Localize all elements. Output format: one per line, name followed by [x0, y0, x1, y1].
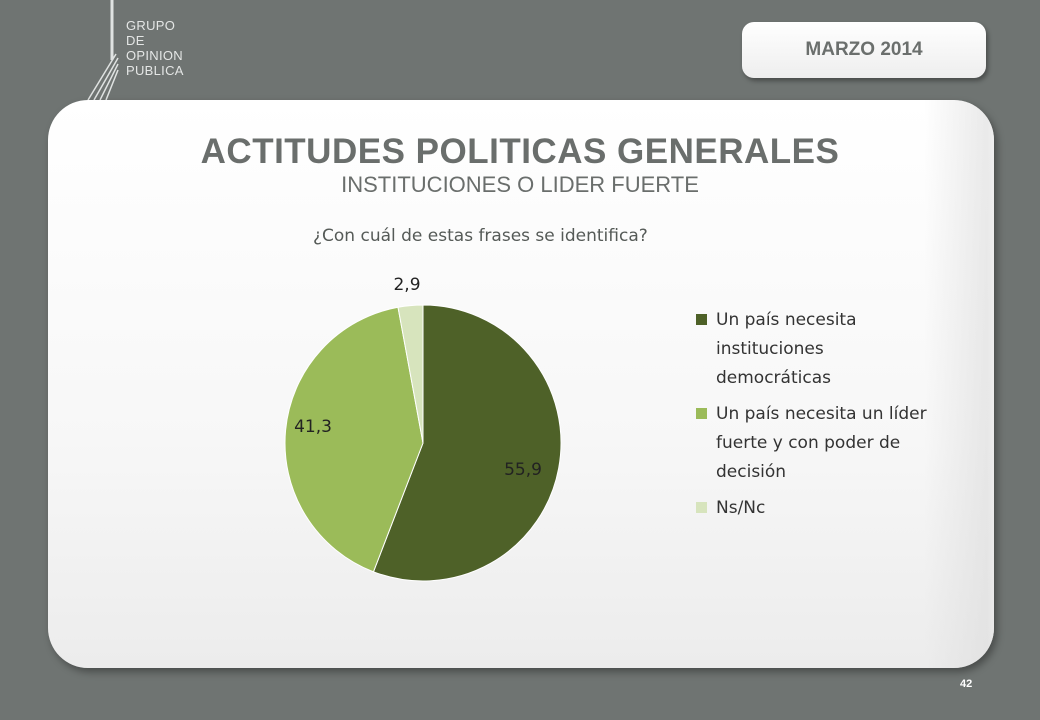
survey-question: ¿Con cuál de estas frases se identifica? — [313, 226, 648, 246]
data-label: 41,3 — [294, 417, 332, 437]
data-label: 55,9 — [504, 460, 542, 480]
pie-slice — [397, 304, 424, 444]
logo: GRUPO DE OPINION PUBLICA — [84, 0, 224, 110]
logo-text: GRUPO DE OPINION PUBLICA — [126, 18, 184, 78]
page-curl — [924, 100, 994, 668]
legend-label: Ns/Nc — [716, 498, 766, 518]
logo-line: DE — [126, 33, 145, 48]
legend-item: Ns/Nc — [696, 494, 956, 523]
pie-slice — [284, 306, 424, 573]
data-label: 2,9 — [393, 275, 420, 295]
chart-legend: Un país necesita instituciones democráti… — [696, 306, 956, 530]
logo-mark-icon — [87, 0, 119, 101]
slide-title: ACTITUDES POLITICAS GENERALES — [200, 132, 840, 171]
logo-line: OPINION — [126, 48, 183, 63]
pie-slice — [372, 304, 562, 582]
legend-swatch — [696, 502, 707, 513]
slide-subtitle: INSTITUCIONES O LIDER FUERTE — [341, 172, 699, 197]
page-number: 42 — [960, 678, 973, 690]
legend-item: Un país necesita instituciones democráti… — [696, 306, 956, 393]
legend-label: Un país necesita instituciones democráti… — [716, 310, 857, 388]
legend-swatch — [696, 314, 707, 325]
legend-item: Un país necesita un líder fuerte y con p… — [696, 400, 956, 487]
legend-swatch — [696, 408, 707, 419]
legend-label: Un país necesita un líder fuerte y con p… — [716, 404, 927, 482]
logo-line: PUBLICA — [126, 63, 184, 78]
logo-line: GRUPO — [126, 18, 176, 33]
date-badge: MARZO 2014 — [742, 22, 986, 78]
